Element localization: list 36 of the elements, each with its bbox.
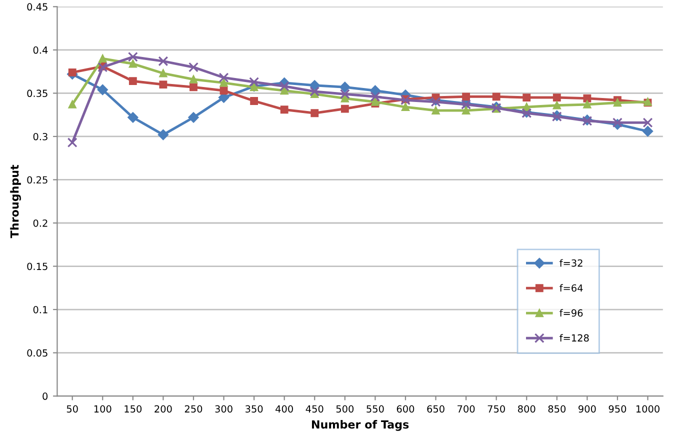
y-tick-label: 0 <box>42 392 48 400</box>
legend-label: f=128 <box>560 334 589 342</box>
x-tick-label: 750 <box>488 405 505 413</box>
x-axis-title: Number of Tags <box>312 420 409 431</box>
y-tick-label: 0.4 <box>33 46 48 54</box>
legend-label: f=64 <box>560 284 583 292</box>
x-tick-label: 400 <box>276 405 293 413</box>
x-tick-label: 550 <box>366 405 384 413</box>
x-tick-label: 800 <box>518 405 536 413</box>
y-tick-label: 0.15 <box>27 262 48 270</box>
x-tick-label: 850 <box>548 405 566 413</box>
x-tick-label: 300 <box>215 405 232 413</box>
x-tick-label: 350 <box>246 405 263 413</box>
legend-label: f=96 <box>560 309 583 317</box>
x-tick-label: 700 <box>458 405 475 413</box>
y-tick-label: 0.35 <box>27 90 48 98</box>
x-tick-label: 100 <box>94 405 112 413</box>
x-tick-label: 150 <box>124 405 142 413</box>
y-axis-title: Throughput <box>10 164 21 238</box>
x-tick-label: 500 <box>336 405 354 413</box>
y-tick-label: 0.1 <box>33 306 48 314</box>
legend-label: f=32 <box>560 259 582 267</box>
x-tick-label: 900 <box>578 405 596 413</box>
x-tick-label: 450 <box>306 405 324 413</box>
x-tick-label: 950 <box>608 405 626 413</box>
x-tick-label: 250 <box>184 405 202 413</box>
y-tick-label: 0.3 <box>33 132 48 140</box>
x-tick-label: 50 <box>66 405 78 413</box>
x-tick-label: 200 <box>154 405 172 413</box>
x-tick-label: 1000 <box>636 405 660 413</box>
y-tick-label: 0.25 <box>27 176 48 184</box>
y-tick-label: 0.45 <box>27 3 48 11</box>
x-tick-label: 650 <box>427 405 444 413</box>
x-tick-label: 600 <box>396 405 414 413</box>
y-tick-label: 0.2 <box>33 219 48 227</box>
y-tick-label: 0.05 <box>27 349 48 357</box>
